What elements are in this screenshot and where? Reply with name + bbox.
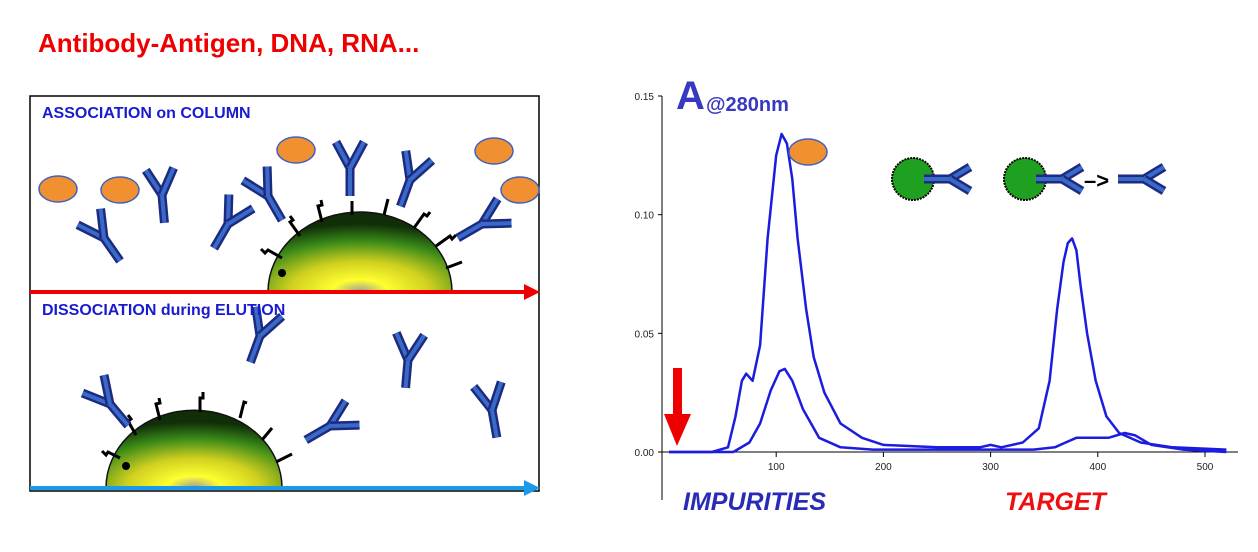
chromatogram-trace-2 (669, 367, 1227, 454)
association-label: ASSOCIATION on COLUMN (42, 105, 251, 122)
chromatogram: 0.00 0.05 0.10 0.15 100 200 300 400 500 (635, 92, 1238, 500)
y-tick-label: 0.05 (635, 329, 655, 340)
bead-antibody-complex-inset (891, 157, 970, 201)
injection-arrow (664, 368, 691, 446)
y-tick-label: 0.00 (635, 448, 655, 459)
x-tick-label: 300 (982, 462, 999, 473)
x-tick-label: 400 (1089, 462, 1106, 473)
release-arrow-text: –> (1084, 168, 1109, 193)
dissociation-label: DISSOCIATION during ELUTION (42, 302, 286, 319)
impurities-label: IMPURITIES (683, 488, 827, 516)
target-label: TARGET (1005, 488, 1106, 516)
slide-title: Antibody-Antigen, DNA, RNA... (38, 28, 420, 58)
x-tick-label: 200 (875, 462, 892, 473)
chromatogram-trace-1 (669, 132, 1227, 454)
y-tick-label: 0.10 (635, 211, 655, 222)
antigens (38, 136, 540, 204)
y-tick-label: 0.15 (635, 92, 655, 103)
association-bead (259, 198, 463, 293)
absorbance-symbol: A (676, 74, 705, 118)
absorbance-wavelength: @280nm (706, 94, 789, 116)
dissociation-bead (100, 392, 293, 489)
x-tick-label: 500 (1197, 462, 1214, 473)
x-tick-label: 100 (768, 462, 785, 473)
antigen-inset (788, 138, 828, 166)
elution-release-inset: –> (1003, 157, 1164, 201)
